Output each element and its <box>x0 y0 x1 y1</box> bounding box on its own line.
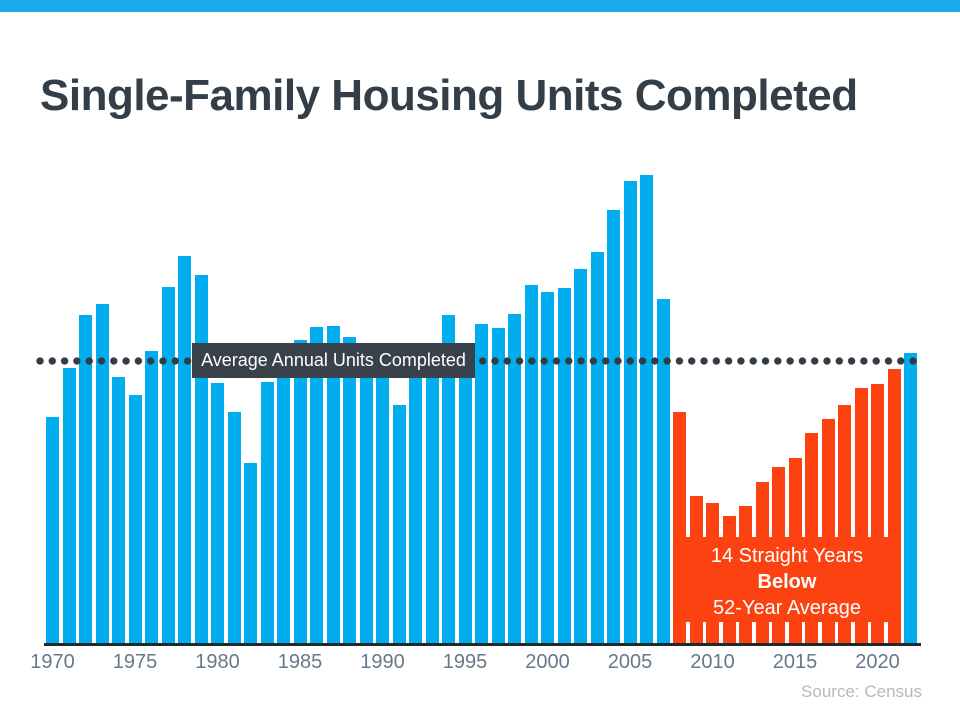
bar-2003 <box>590 252 604 643</box>
bar-1995 <box>458 343 472 643</box>
bar-1989 <box>359 353 373 643</box>
x-tick-1990: 1990 <box>360 651 405 673</box>
x-tick-2000: 2000 <box>525 651 570 673</box>
bar-1999 <box>524 285 538 643</box>
bar-1976 <box>145 351 158 643</box>
bar-1971 <box>62 368 76 643</box>
bar-1993 <box>425 349 439 643</box>
bar-1994 <box>442 315 455 643</box>
callout-line-1: 14 Straight Years <box>710 545 864 567</box>
bar-2007 <box>656 299 670 643</box>
x-tick-2015: 2015 <box>772 651 818 673</box>
bar-2022 <box>904 353 917 643</box>
bar-1981 <box>227 412 241 643</box>
callout-line-2: Below <box>757 571 817 593</box>
top-accent-strip <box>0 0 960 12</box>
bar-1984 <box>277 353 290 643</box>
x-axis-line <box>44 643 921 646</box>
bar-2004 <box>607 210 620 643</box>
x-tick-2010: 2010 <box>690 651 735 673</box>
bar-1972 <box>79 315 92 643</box>
bar-1997 <box>491 328 505 643</box>
x-tick-1985: 1985 <box>277 651 323 673</box>
bar-1986 <box>310 327 323 643</box>
bar-2001 <box>557 288 571 643</box>
page-title: Single-Family Housing Units Completed <box>40 71 858 121</box>
bar-1970 <box>46 417 59 643</box>
bar-2000 <box>541 292 554 643</box>
x-tick-1995: 1995 <box>442 651 488 673</box>
bar-1992 <box>409 370 422 643</box>
bar-1983 <box>260 382 274 643</box>
bar-2005 <box>623 181 637 643</box>
x-tick-1975: 1975 <box>112 651 158 673</box>
x-tick-1980: 1980 <box>195 651 240 673</box>
x-tick-1970: 1970 <box>30 651 75 673</box>
average-dotted-line <box>36 357 920 365</box>
bar-1980 <box>211 383 224 643</box>
bar-1987 <box>326 326 340 643</box>
source-credit: Source: Census <box>801 682 922 701</box>
bar-1975 <box>128 395 142 643</box>
average-line-label: Average Annual Units Completed <box>192 343 475 378</box>
bar-2006 <box>640 175 653 643</box>
bar-1978 <box>178 256 191 643</box>
bar-1982 <box>244 463 257 643</box>
bar-1974 <box>112 377 125 643</box>
bar-1973 <box>95 304 109 643</box>
x-tick-2005: 2005 <box>607 651 653 673</box>
bar-1988 <box>343 337 356 643</box>
bar-1985 <box>293 340 307 643</box>
bar-1990 <box>376 370 389 643</box>
callout-line-3: 52-Year Average <box>713 597 861 619</box>
bar-1996 <box>475 324 488 643</box>
x-tick-2020: 2020 <box>855 651 900 673</box>
below-average-callout: 14 Straight Years Below 52-Year Average <box>673 537 901 622</box>
bar-1977 <box>161 287 175 643</box>
bar-1991 <box>392 405 406 643</box>
bar-1998 <box>508 314 521 643</box>
